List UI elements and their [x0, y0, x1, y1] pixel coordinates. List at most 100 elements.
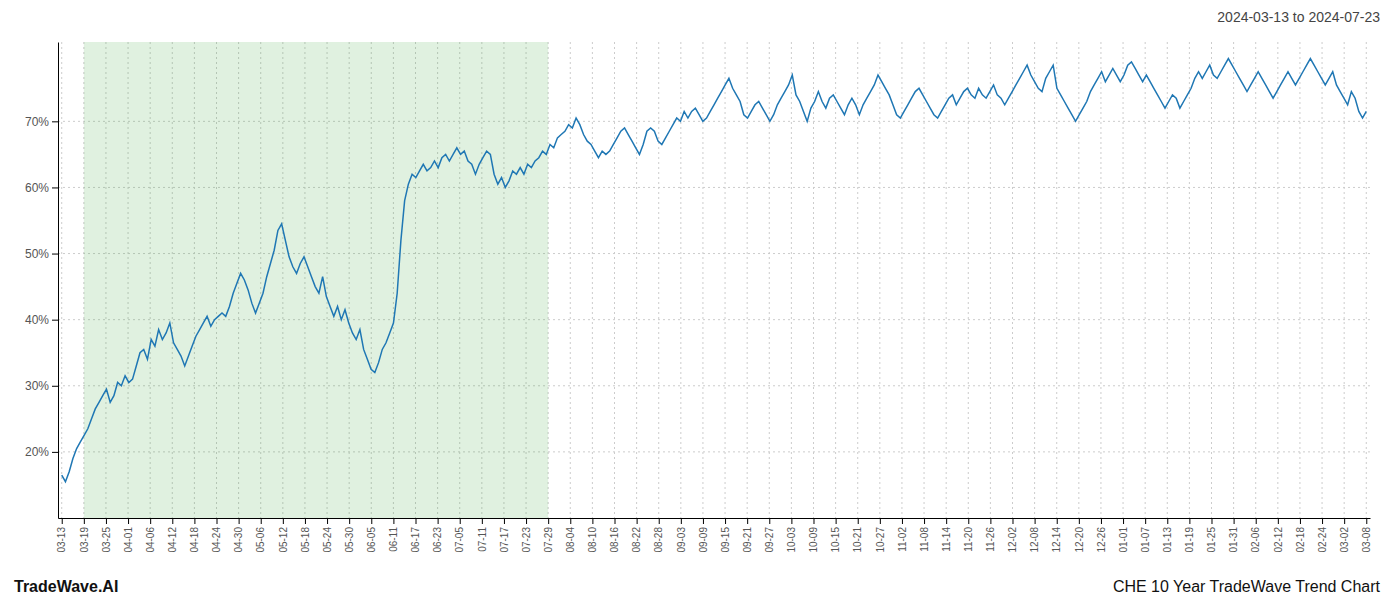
x-tick-mark — [858, 518, 859, 524]
x-tick-label: 06-05 — [366, 527, 377, 553]
x-tick-mark — [1366, 518, 1367, 524]
x-tick: 09-09 — [698, 518, 709, 553]
x-tick: 09-27 — [764, 518, 775, 553]
grid-line-x — [968, 42, 969, 518]
subtitle: 2024-03-13 to 2024-07-23 — [1217, 9, 1380, 25]
x-tick-label: 12-26 — [1096, 527, 1107, 553]
grid-line-x — [1034, 42, 1035, 518]
x-tick-mark — [261, 518, 262, 524]
x-tick-label: 01-31 — [1228, 527, 1239, 553]
x-tick-label: 12-20 — [1074, 527, 1085, 553]
x-tick-label: 07-11 — [477, 527, 488, 552]
x-tick: 04-18 — [189, 518, 200, 553]
x-tick: 01-13 — [1162, 518, 1173, 553]
x-tick-label: 03-08 — [1361, 527, 1372, 553]
x-tick-label: 01-25 — [1206, 527, 1217, 553]
x-tick-mark — [592, 518, 593, 524]
grid-line-x — [570, 42, 571, 518]
x-tick: 10-27 — [875, 518, 886, 553]
x-tick: 05-18 — [300, 518, 311, 553]
x-tick-label: 11-26 — [985, 527, 996, 552]
chart-svg: 03-1303-1903-2504-0104-0604-1204-1804-24… — [0, 0, 1400, 600]
x-tick-mark — [615, 518, 616, 524]
x-tick-mark — [239, 518, 240, 524]
x-tick-label: 12-14 — [1051, 527, 1062, 553]
y-tick-mark — [52, 320, 58, 321]
x-tick-label: 05-12 — [278, 527, 289, 553]
y-tick: 20% — [25, 445, 58, 459]
x-tick: 10-03 — [786, 518, 797, 553]
x-tick-label: 02-06 — [1250, 527, 1261, 553]
grid-line-x — [1255, 42, 1256, 518]
x-tick: 04-01 — [123, 518, 134, 553]
x-tick: 03-25 — [101, 518, 112, 553]
x-tick: 11-20 — [963, 518, 974, 552]
x-tick-label: 09-09 — [698, 527, 709, 553]
x-tick-mark — [194, 518, 195, 524]
x-tick-mark — [1344, 518, 1345, 524]
x-tick-label: 03-19 — [79, 527, 90, 553]
x-tick-mark — [460, 518, 461, 524]
x-tick-mark — [880, 518, 881, 524]
y-tick: 70% — [25, 115, 58, 129]
x-tick-mark — [836, 518, 837, 524]
x-tick-label: 08-10 — [587, 527, 598, 553]
x-tick: 11-14 — [941, 518, 952, 552]
x-tick-mark — [1079, 518, 1080, 524]
x-tick-mark — [548, 518, 549, 524]
grid-line-x — [1123, 42, 1124, 518]
x-tick: 01-31 — [1228, 518, 1239, 553]
x-tick: 06-17 — [410, 518, 421, 553]
grid-line-x — [1233, 42, 1234, 518]
plot-area — [62, 42, 1367, 518]
x-tick-mark — [217, 518, 218, 524]
grid-line-x — [813, 42, 814, 518]
x-tick: 07-05 — [454, 518, 465, 553]
x-tick-label: 01-19 — [1184, 527, 1195, 553]
x-tick-mark — [1167, 518, 1168, 524]
x-tick: 04-24 — [211, 518, 222, 553]
x-tick-label: 03-02 — [1339, 527, 1350, 553]
x-tick-label: 10-03 — [786, 527, 797, 553]
x-tick-label: 05-30 — [344, 527, 355, 553]
x-tick-label: 07-05 — [454, 527, 465, 553]
x-tick-mark — [791, 518, 792, 524]
x-tick-mark — [924, 518, 925, 524]
grid-line-x — [1145, 42, 1146, 518]
x-tick: 05-24 — [322, 518, 333, 553]
x-tick-mark — [902, 518, 903, 524]
annotation: TradeWave.AI — [14, 578, 118, 595]
grid-line-x — [879, 42, 880, 518]
x-tick-label: 11-02 — [897, 527, 908, 552]
x-tick-label: 01-01 — [1118, 527, 1129, 553]
x-tick: 12-26 — [1096, 518, 1107, 553]
x-tick-label: 10-15 — [830, 527, 841, 553]
x-tick: 05-06 — [255, 518, 266, 553]
x-tick-label: 08-22 — [631, 527, 642, 553]
grid-line-x — [658, 42, 659, 518]
x-tick: 02-18 — [1295, 518, 1306, 553]
x-tick-mark — [1145, 518, 1146, 524]
x-tick: 11-08 — [919, 518, 930, 552]
x-tick: 07-11 — [477, 518, 488, 552]
x-tick-mark — [172, 518, 173, 524]
x-tick-mark — [946, 518, 947, 524]
x-tick-mark — [482, 518, 483, 524]
chart-container: 03-1303-1903-2504-0104-0604-1204-1804-24… — [0, 0, 1400, 600]
y-tick-label: 40% — [25, 313, 49, 327]
x-tick-mark — [1101, 518, 1102, 524]
x-tick-mark — [1322, 518, 1323, 524]
y-tick: 30% — [25, 379, 58, 393]
x-tick-label: 04-30 — [233, 527, 244, 553]
x-tick-mark — [659, 518, 660, 524]
data-line — [62, 59, 1367, 482]
x-tick-mark — [128, 518, 129, 524]
x-tick-label: 09-27 — [764, 527, 775, 553]
x-axis-line — [59, 518, 1371, 519]
x-tick-label: 08-16 — [609, 527, 620, 553]
y-tick: 60% — [25, 181, 58, 195]
grid-line-x — [1100, 42, 1101, 518]
x-tick-label: 04-01 — [123, 527, 134, 553]
x-tick: 05-30 — [344, 518, 355, 553]
y-axis: 20%30%40%50%60%70% — [25, 43, 59, 519]
